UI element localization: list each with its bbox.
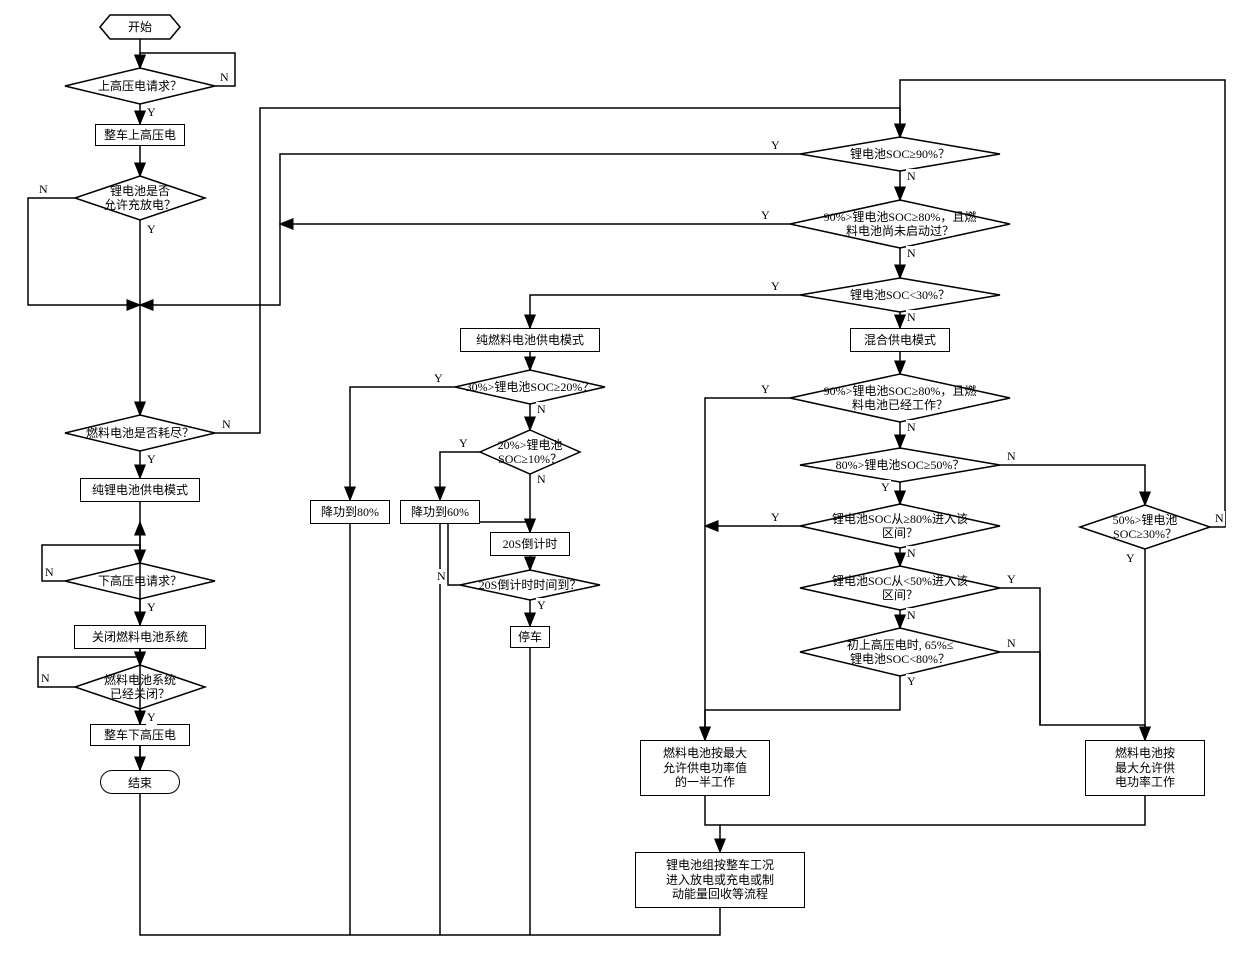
edge-label: N (44, 565, 55, 580)
edge-label: N (906, 420, 917, 435)
edge-label: Y (760, 208, 771, 223)
process-fc_half: 燃料电池按最大允许供电功率值的一半工作 (640, 740, 770, 796)
process-derate60: 降功到60% (400, 500, 480, 524)
process-fc_mode: 纯燃料电池供电模式 (460, 328, 600, 352)
edge-label: Y (770, 279, 781, 294)
edge-label: N (906, 608, 917, 623)
edge-label: N (436, 569, 447, 584)
process-mix_mode: 混合供电模式 (850, 328, 950, 352)
edge-label: N (906, 246, 917, 261)
edge-label: Y (146, 222, 157, 237)
process-li_mode: 纯锂电池供电模式 (80, 478, 200, 502)
edge-label: Y (760, 382, 771, 397)
edge-label: Y (1125, 551, 1136, 566)
process-stop: 停车 (510, 626, 550, 648)
process-fc_max: 燃料电池按最大允许供电功率工作 (1085, 740, 1205, 796)
edge-label: Y (1006, 572, 1017, 587)
process-hv_off: 整车下高压电 (90, 724, 190, 746)
edge-label: Y (146, 105, 157, 120)
edge-label: N (536, 402, 547, 417)
edge-label: N (40, 671, 51, 686)
terminator-end: 结束 (100, 770, 180, 794)
edge-label: N (536, 472, 547, 487)
edge-label: Y (146, 600, 157, 615)
edge-label: N (906, 310, 917, 325)
edge-label: N (38, 182, 49, 197)
edge-label: Y (770, 510, 781, 525)
edge-label: Y (433, 371, 444, 386)
edge-label: N (1214, 511, 1225, 526)
edge-label: N (219, 70, 230, 85)
edge-label: Y (146, 710, 157, 725)
edge-label: N (906, 546, 917, 561)
edge-label: Y (770, 138, 781, 153)
edge-label: N (906, 169, 917, 184)
process-li_flow: 锂电池组按整车工况进入放电或充电或制动能量回收等流程 (635, 852, 805, 908)
edge-label: N (221, 417, 232, 432)
process-fc_close: 关闭燃料电池系统 (74, 625, 206, 649)
edge-label: N (1006, 449, 1017, 464)
edge-label: Y (880, 480, 891, 495)
edge-label: Y (536, 598, 547, 613)
process-countdown: 20S倒计时 (490, 532, 570, 556)
edge-label: Y (146, 452, 157, 467)
process-hv_on: 整车上高压电 (95, 124, 185, 146)
edge-label: Y (458, 436, 469, 451)
edge-label: Y (906, 674, 917, 689)
edge-label: N (1006, 636, 1017, 651)
process-derate80: 降功到80% (310, 500, 390, 524)
